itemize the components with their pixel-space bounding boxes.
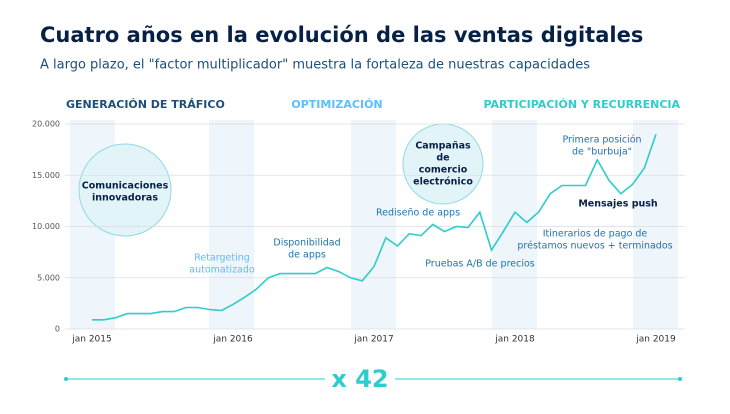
factor-label: x 42 [331, 365, 388, 393]
annotation: innovadoras [92, 193, 158, 204]
x-tick-label: jan 2019 [635, 335, 676, 345]
y-tick-label: 5.000 [37, 273, 60, 282]
annotation: Primera posición [562, 135, 641, 146]
x-tick-label: jan 2016 [212, 335, 253, 345]
highlight-circle [78, 143, 172, 237]
chart-subtitle: A largo plazo, el "factor multiplicador"… [40, 58, 590, 73]
x-tick-label: jan 2015 [71, 335, 112, 345]
factor-dot [678, 377, 682, 381]
y-tick-label: 20.000 [32, 120, 60, 129]
y-tick-label: 10.000 [32, 222, 60, 231]
annotation: Itinerarios de pago de [543, 229, 648, 240]
annotation: Disponibilidad [273, 238, 340, 249]
band [492, 120, 537, 329]
phase-label: OPTIMIZACIÓN [291, 98, 382, 111]
phase-label: GENERACIÓN DE TRÁFICO [66, 98, 225, 111]
annotation: de apps [288, 250, 326, 261]
y-tick-label: 0 [55, 325, 60, 334]
chart-title: Cuatro años en la evolución de las venta… [40, 23, 643, 47]
annotation: préstamos nuevos + terminados [517, 241, 672, 252]
year-bands [70, 120, 678, 329]
annotation: de "burbuja" [572, 147, 632, 158]
annotation: comercio [419, 165, 468, 176]
factor-dot [64, 377, 68, 381]
annotation: Rediseño de apps [376, 208, 460, 219]
factor-bg [325, 365, 395, 393]
y-tick-label: 15.000 [32, 171, 60, 180]
annotation: Campañas [415, 141, 471, 152]
annotation: automatizado [189, 265, 255, 276]
annotation: electrónico [413, 177, 473, 188]
annotation: Mensajes push [578, 199, 658, 210]
sales-line [92, 134, 657, 321]
annotation: Pruebas A/B de precios [425, 259, 535, 270]
annotation: de [436, 153, 449, 164]
x-tick-label: jan 2017 [353, 335, 394, 345]
annotation: Retargeting [194, 253, 250, 264]
band [209, 120, 254, 329]
phase-label: PARTICIPACIÓN Y RECURRENCIA [483, 98, 680, 111]
band [351, 120, 396, 329]
annotation: Comunicaciones [82, 181, 169, 192]
x-tick-label: jan 2018 [494, 335, 535, 345]
band [633, 120, 678, 329]
